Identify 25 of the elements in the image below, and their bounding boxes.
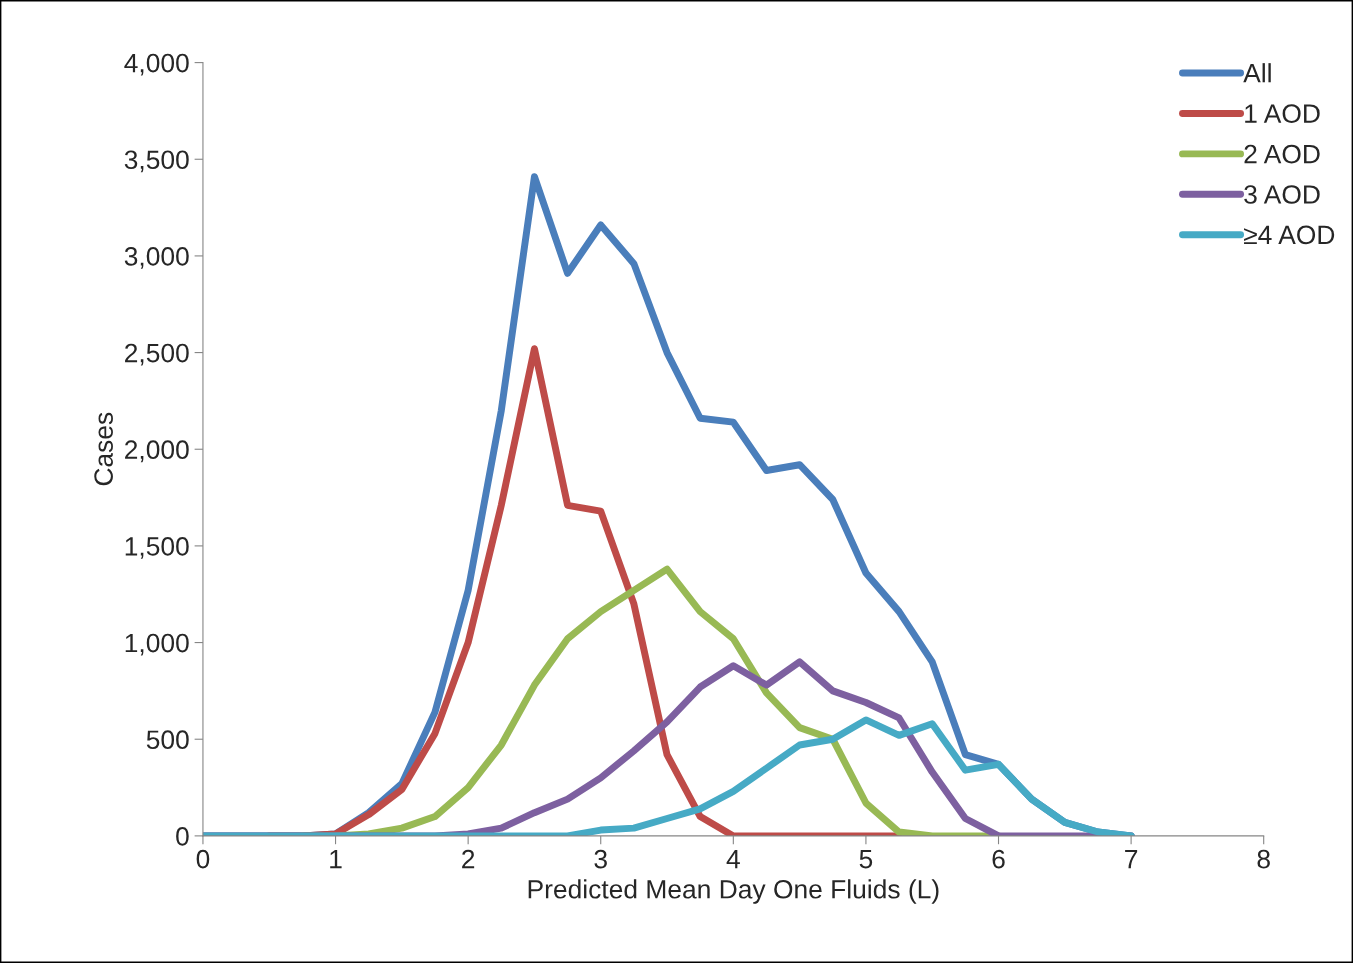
x-tick-label: 3 <box>594 849 607 869</box>
x-tick-label: 1 <box>330 850 342 869</box>
y-tick-label: 2,000 <box>125 440 189 463</box>
x-tick-label: 0 <box>196 849 210 869</box>
x-tick-label: 2 <box>462 849 475 869</box>
y-axis-title: Cases <box>94 412 113 486</box>
legend-label: All <box>1243 63 1271 83</box>
x-axis-title: Predicted Mean Day One Fluids (L) <box>528 879 939 904</box>
legend-label: 2 AOD <box>1244 144 1320 164</box>
x-tick-label: 7 <box>1125 850 1138 869</box>
x-tick-label: 4 <box>726 850 740 869</box>
legend-label: 3 AOD <box>1244 185 1320 204</box>
x-tick-label: 5 <box>859 850 873 869</box>
x-tick-label: 8 <box>1257 849 1270 869</box>
y-tick-label: 500 <box>146 730 189 750</box>
legend-label: 1 AOD <box>1245 104 1320 123</box>
y-tick-label: 1,000 <box>125 633 189 656</box>
x-tick-label: 6 <box>992 849 1005 869</box>
legend-label: ≥4 AOD <box>1244 225 1335 245</box>
y-tick-label: 3,000 <box>124 247 189 269</box>
y-tick-label: 1,500 <box>125 537 189 559</box>
y-tick-label: 4,000 <box>124 53 189 76</box>
y-tick-label: 3,500 <box>124 150 189 173</box>
y-tick-label: 2,500 <box>125 343 189 366</box>
y-tick-label: 0 <box>176 827 189 846</box>
